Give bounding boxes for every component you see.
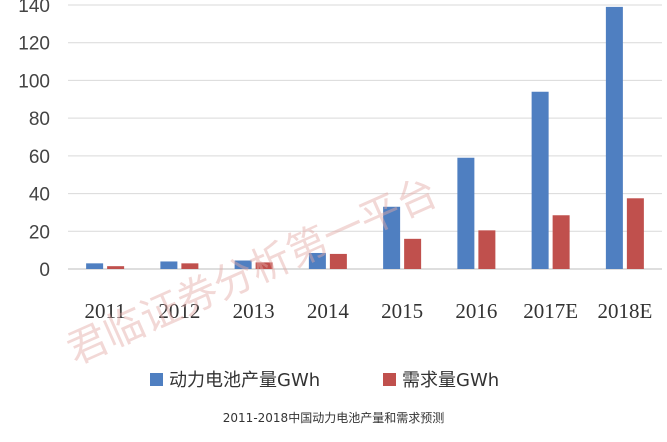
y-tick-label: 0	[39, 260, 50, 281]
bar-production-2012	[160, 261, 178, 269]
x-tick-label: 2018E	[597, 299, 652, 323]
bar-demand-2015	[404, 238, 422, 269]
figure-caption: 2011-2018中国动力电池产量和需求预测	[222, 411, 445, 425]
y-tick-label: 40	[29, 185, 50, 206]
legend-label: 需求量GWh	[402, 370, 499, 391]
x-axis-ticks: 2011 2012 2013 2014 2015 2016 2017E 2018E	[85, 299, 653, 323]
bar-demand-2013	[255, 262, 273, 269]
bars	[86, 6, 644, 270]
legend-swatch	[150, 373, 163, 386]
bar-production-2015	[383, 206, 401, 269]
bar-production-2014	[308, 252, 326, 269]
legend-swatch	[383, 373, 396, 386]
y-tick-label: 60	[29, 147, 50, 168]
watermark: 君临证券分析第一平台	[60, 169, 444, 374]
gridlines	[68, 4, 662, 270]
bar-demand-2016	[478, 230, 496, 269]
x-tick-label: 2013	[233, 299, 275, 323]
bar-production-2013	[234, 260, 252, 269]
bar-production-2011	[86, 263, 104, 269]
y-axis-ticks: 0 20 40 60 80 100 120 140	[18, 0, 50, 281]
x-tick-label: 2012	[158, 299, 200, 323]
x-tick-label: 2014	[307, 299, 350, 323]
bar-demand-2017E	[552, 215, 570, 269]
y-tick-label: 80	[29, 109, 50, 130]
x-tick-label: 2015	[381, 299, 423, 323]
bar-production-2017E	[531, 91, 549, 269]
bar-demand-2012	[181, 263, 199, 269]
x-tick-label: 2017E	[523, 299, 578, 323]
bar-demand-2011	[107, 266, 125, 269]
legend: 动力电池产量GWh 需求量GWh	[150, 370, 499, 391]
y-tick-label: 20	[29, 222, 50, 243]
x-tick-label: 2011	[85, 299, 126, 323]
bar-demand-2018E	[626, 198, 644, 269]
legend-label: 动力电池产量GWh	[169, 370, 320, 391]
y-tick-label: 140	[18, 0, 50, 17]
y-tick-label: 100	[18, 71, 50, 92]
y-tick-label: 120	[18, 34, 50, 55]
bar-demand-2014	[329, 253, 347, 269]
bar-production-2016	[457, 157, 475, 269]
bar-production-2018E	[605, 6, 623, 270]
x-tick-label: 2016	[455, 299, 497, 323]
